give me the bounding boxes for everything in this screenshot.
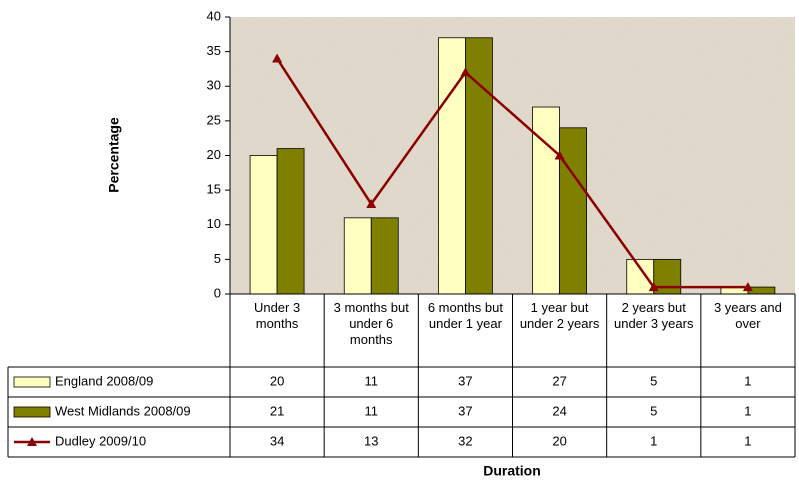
legend-swatch bbox=[13, 406, 51, 418]
table-value: 1 bbox=[744, 433, 751, 448]
y-tick-label: 15 bbox=[207, 182, 221, 197]
y-tick-label: 25 bbox=[207, 112, 221, 127]
marker bbox=[272, 53, 283, 63]
marker bbox=[554, 150, 565, 160]
x-tick-label: 1 year but under 2 years bbox=[519, 300, 600, 331]
category-cell: 2 years but under 3 years bbox=[613, 300, 694, 331]
y-tick-label: 0 bbox=[214, 285, 221, 300]
legend-label: Dudley 2009/10 bbox=[55, 433, 146, 448]
legend-swatch bbox=[27, 437, 37, 446]
table-value: 5 bbox=[650, 403, 657, 418]
x-tick-label: 3 months but under 6 months bbox=[333, 300, 409, 347]
y-tick-label: 20 bbox=[207, 147, 221, 162]
bar bbox=[465, 37, 493, 295]
bar bbox=[626, 258, 655, 295]
y-axis-label: Percentage bbox=[106, 117, 122, 193]
legend-swatch bbox=[13, 376, 51, 388]
table-value: 1 bbox=[650, 433, 657, 448]
marker bbox=[648, 282, 659, 292]
table-value: 20 bbox=[270, 373, 284, 388]
category-cell: 1 year but under 2 years bbox=[519, 300, 600, 331]
y-tick-label: 40 bbox=[207, 8, 221, 23]
y-tick-label: 10 bbox=[207, 216, 221, 231]
x-tick-label: 6 months but under 1 year bbox=[427, 300, 503, 331]
bar bbox=[343, 217, 372, 295]
table-value: 11 bbox=[365, 373, 379, 388]
legend-label: England 2008/09 bbox=[55, 373, 153, 388]
marker bbox=[366, 198, 377, 208]
table-value: 27 bbox=[552, 373, 566, 388]
table-value: 11 bbox=[365, 403, 379, 418]
bar bbox=[249, 155, 278, 295]
line bbox=[276, 57, 748, 289]
x-tick-label: 3 years and over bbox=[713, 300, 782, 331]
table-value: 13 bbox=[364, 433, 378, 448]
table-value: 32 bbox=[458, 433, 472, 448]
table-value: 5 bbox=[650, 373, 657, 388]
plot-texture bbox=[230, 17, 795, 294]
y-tick-label: 30 bbox=[207, 78, 221, 93]
bar bbox=[276, 148, 305, 295]
y-tick-label: 5 bbox=[214, 251, 221, 266]
x-tick-label: 2 years but under 3 years bbox=[613, 300, 694, 331]
x-axis-label: Duration bbox=[483, 463, 541, 479]
table-value: 1 bbox=[744, 403, 751, 418]
bar bbox=[653, 258, 682, 295]
category-cell: Under 3 months bbox=[253, 300, 301, 331]
legend-label: West Midlands 2008/09 bbox=[55, 403, 191, 418]
table-value: 21 bbox=[270, 403, 284, 418]
category-cell: 3 years and over bbox=[713, 300, 782, 331]
table-value: 20 bbox=[552, 433, 566, 448]
table-value: 24 bbox=[552, 403, 566, 418]
x-tick-label: Under 3 months bbox=[253, 300, 301, 331]
category-cell: 6 months but under 1 year bbox=[427, 300, 503, 331]
category-cell: 3 months but under 6 months bbox=[333, 300, 409, 347]
table-value: 37 bbox=[458, 403, 472, 418]
bar bbox=[559, 127, 587, 295]
table-value: 37 bbox=[458, 373, 472, 388]
table-value: 1 bbox=[744, 373, 751, 388]
bar bbox=[370, 217, 399, 295]
y-tick-label: 35 bbox=[207, 43, 221, 58]
marker bbox=[742, 282, 753, 292]
table-value: 34 bbox=[270, 433, 284, 448]
marker bbox=[460, 67, 471, 77]
